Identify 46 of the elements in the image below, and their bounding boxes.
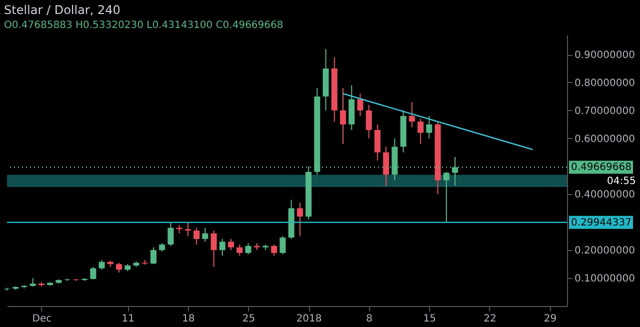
candlestick — [418, 118, 424, 144]
x-tick-label: 8 — [366, 314, 373, 324]
y-tick-label: 0.40000000 — [574, 190, 635, 201]
x-tick-label: 18 — [182, 314, 195, 324]
y-tick-label: 0.90000000 — [574, 50, 635, 62]
y-tick-label: 0.70000000 — [574, 106, 635, 117]
y-tick-label: 0.80000000 — [574, 78, 635, 89]
candlestick — [271, 244, 278, 256]
candlestick — [194, 227, 200, 246]
candlestick — [202, 227, 208, 242]
ref-line-label: 0.29944337 — [571, 217, 632, 228]
candlestick — [357, 93, 364, 117]
candlestick — [443, 171, 450, 223]
y-tick-label: 0.60000000 — [574, 134, 635, 145]
x-tick-label: 22 — [484, 314, 496, 324]
candlestick — [228, 238, 234, 251]
text: 04:55 — [607, 176, 636, 188]
candlestick — [340, 88, 346, 144]
candlestick — [426, 116, 432, 139]
x-tick-label: 2018 — [296, 314, 322, 324]
x-tick-label: 11 — [122, 314, 134, 324]
candlestick — [219, 238, 226, 256]
candlestick — [184, 222, 191, 237]
x-tick-label: Dec — [32, 314, 52, 324]
chart-subtitle: O0.47685883 H0.53320230 L0.43143100 C0.49669668 — [4, 20, 284, 31]
x-tick-label: 29 — [544, 314, 557, 324]
candlestick — [296, 202, 303, 237]
candlestick — [236, 244, 243, 256]
candlestick — [90, 266, 96, 280]
candlestick — [383, 146, 390, 186]
x-tick-label: 15 — [423, 314, 436, 324]
candlestick — [245, 242, 252, 255]
candlestick — [98, 259, 105, 270]
x-tick-label: 25 — [242, 314, 256, 324]
y-tick-label: 0.20000000 — [574, 246, 635, 257]
candlestick — [280, 236, 286, 255]
candlestick — [210, 230, 217, 268]
chart-title: Stellar / Dollar, 240 — [4, 3, 120, 17]
ref-line-label: 0.49669668 — [571, 162, 632, 174]
candlestick — [366, 104, 372, 139]
candlestick — [116, 262, 122, 273]
y-tick-label: 0.10000000 — [574, 274, 635, 285]
candlestick — [150, 246, 156, 265]
candlestick — [408, 102, 415, 128]
candlestick — [374, 124, 380, 162]
candlestick — [168, 222, 174, 246]
